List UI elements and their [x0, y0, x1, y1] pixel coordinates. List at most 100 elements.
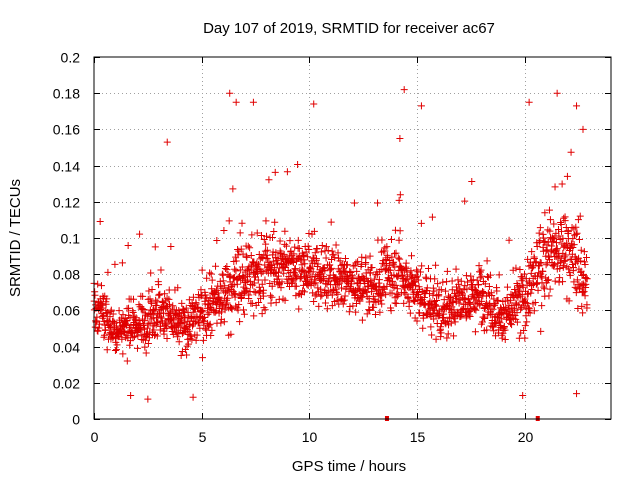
data-point	[235, 301, 243, 309]
data-point	[248, 300, 256, 308]
data-point	[545, 292, 553, 300]
data-point	[94, 280, 102, 288]
data-point	[521, 334, 529, 342]
data-point	[261, 247, 269, 255]
data-point	[129, 295, 137, 303]
data-point	[505, 310, 513, 318]
data-point	[495, 271, 503, 279]
data-point	[327, 264, 335, 272]
data-point	[345, 308, 353, 316]
data-point	[147, 311, 155, 319]
data-point	[227, 330, 235, 338]
data-point	[536, 237, 544, 245]
data-point	[141, 343, 149, 351]
data-point	[431, 301, 439, 309]
data-point	[310, 100, 318, 108]
data-point	[550, 261, 558, 269]
data-point	[572, 289, 580, 297]
data-point	[514, 286, 522, 294]
data-point	[205, 300, 213, 308]
data-point	[173, 333, 181, 341]
data-point	[411, 282, 419, 290]
data-point	[577, 257, 585, 265]
data-point	[268, 293, 276, 301]
data-point	[350, 199, 358, 207]
data-point	[382, 291, 390, 299]
data-point	[175, 306, 183, 314]
data-point	[437, 323, 445, 331]
data-point	[368, 263, 376, 271]
data-point	[313, 244, 321, 252]
data-point	[378, 236, 386, 244]
data-point	[169, 302, 177, 310]
data-point	[322, 243, 330, 251]
data-point	[456, 285, 464, 293]
data-point	[206, 269, 214, 277]
data-point	[413, 272, 421, 280]
data-point	[396, 134, 404, 142]
data-point	[471, 305, 479, 313]
data-point	[270, 228, 278, 236]
data-point	[159, 309, 167, 317]
data-point	[508, 321, 516, 329]
data-point	[552, 239, 560, 247]
data-point	[581, 292, 589, 300]
data-point	[442, 287, 450, 295]
data-point	[392, 249, 400, 257]
data-point	[553, 89, 561, 97]
data-point	[511, 286, 519, 294]
data-point	[513, 309, 521, 317]
data-point	[434, 280, 442, 288]
data-point	[250, 312, 258, 320]
data-point	[545, 206, 553, 214]
data-point	[260, 286, 268, 294]
data-point	[292, 282, 300, 290]
data-point	[314, 260, 322, 268]
data-point	[556, 259, 564, 267]
data-point	[458, 311, 466, 319]
data-point	[103, 295, 111, 303]
data-point	[97, 282, 105, 290]
data-point	[232, 98, 240, 106]
data-point	[414, 276, 422, 284]
data-point	[304, 242, 312, 250]
data-point	[528, 248, 536, 256]
data-point	[207, 270, 215, 278]
data-point	[294, 160, 302, 168]
data-point	[340, 296, 348, 304]
x-tick-label: 10	[302, 429, 318, 445]
data-point	[336, 257, 344, 265]
data-point	[178, 299, 186, 307]
data-point	[356, 297, 364, 305]
data-point	[99, 314, 107, 322]
data-point	[342, 261, 350, 269]
data-point	[569, 263, 577, 271]
data-point	[507, 319, 515, 327]
data-point	[327, 266, 335, 274]
data-point	[443, 334, 451, 342]
data-point	[234, 251, 242, 259]
data-point	[147, 269, 155, 277]
data-point	[544, 276, 552, 284]
data-point	[400, 86, 408, 94]
y-tick-label: 0.06	[53, 303, 80, 319]
data-point	[334, 249, 342, 257]
data-point	[310, 227, 318, 235]
data-point	[223, 262, 231, 270]
data-point	[581, 260, 589, 268]
data-point	[150, 305, 158, 313]
data-point	[572, 223, 580, 231]
data-point	[163, 294, 171, 302]
data-point	[290, 250, 298, 258]
data-point	[439, 278, 447, 286]
data-point	[295, 244, 303, 252]
y-tick-label: 0.04	[53, 340, 80, 356]
data-point	[118, 335, 126, 343]
y-tick-label: 0.1	[61, 231, 81, 247]
data-point	[239, 272, 247, 280]
data-point	[221, 306, 229, 314]
x-axis-label: GPS time / hours	[292, 458, 406, 475]
data-point	[396, 255, 404, 263]
data-point	[225, 217, 233, 225]
